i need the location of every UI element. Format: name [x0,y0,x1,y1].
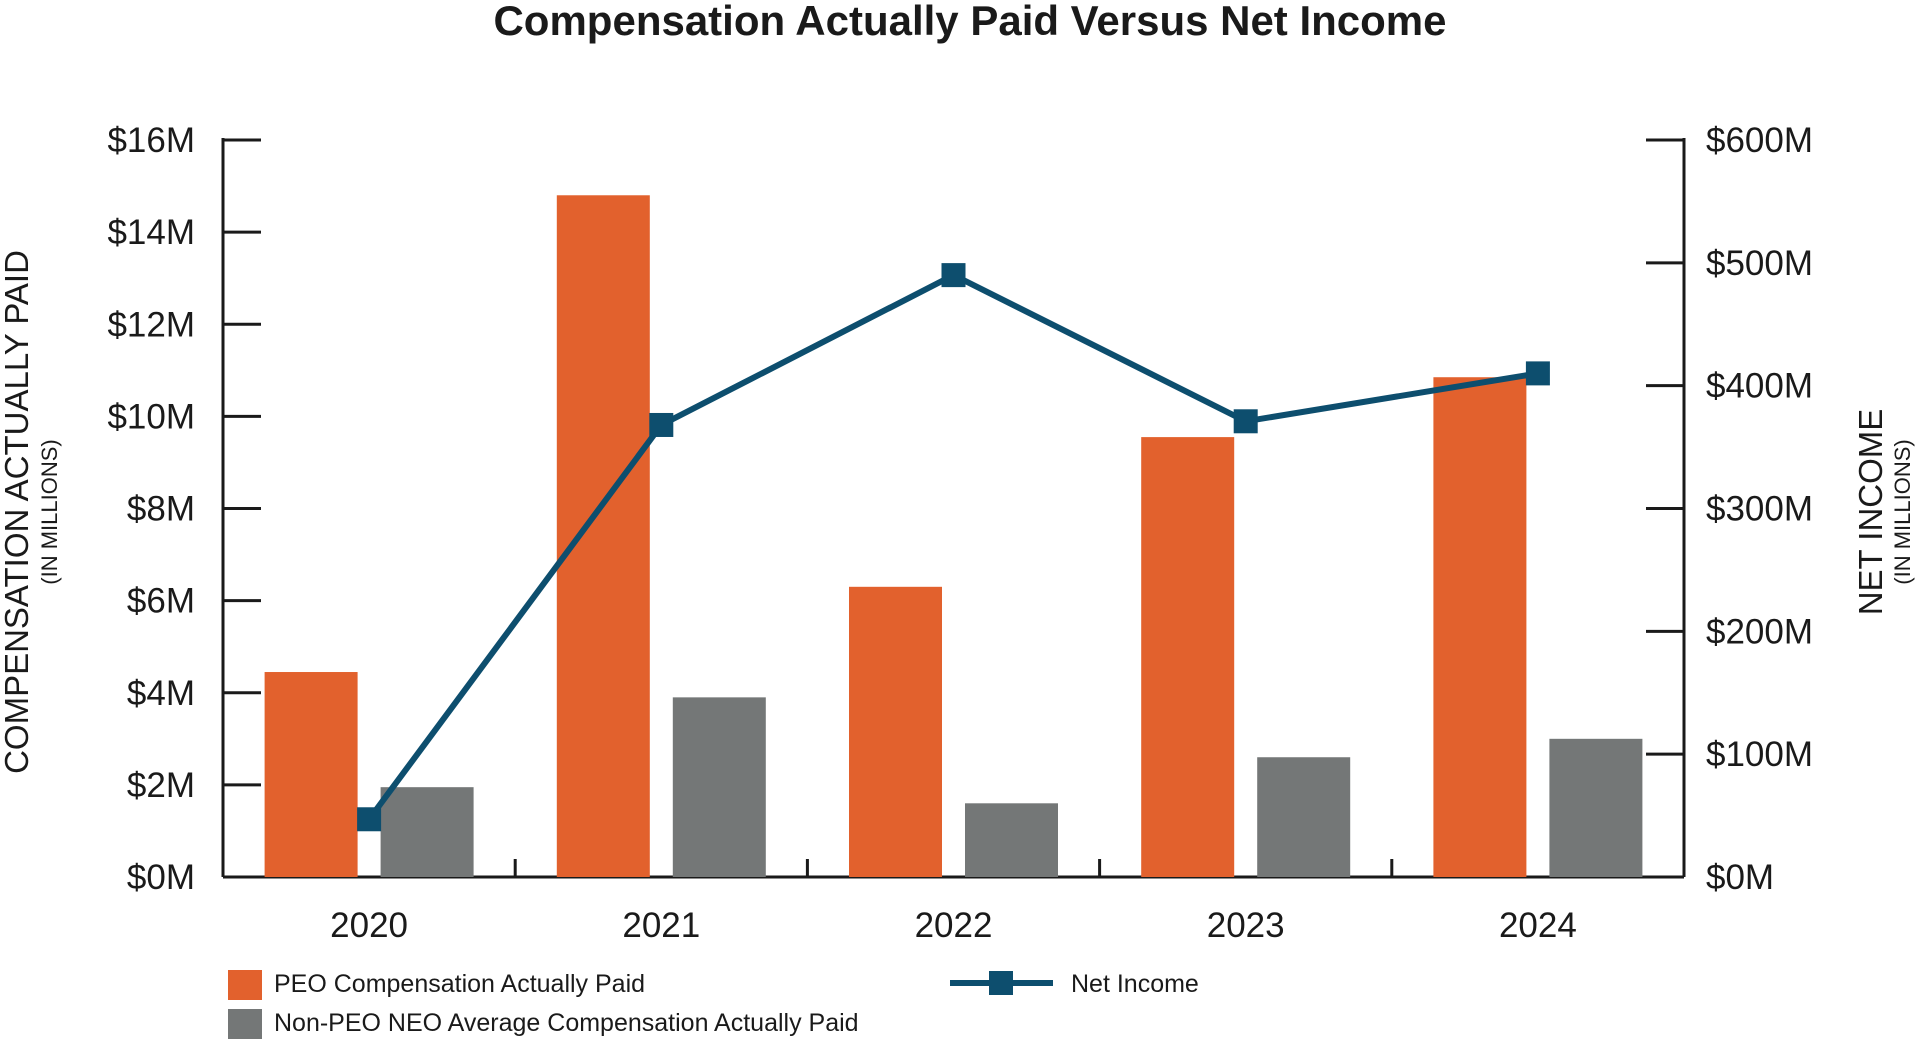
left-tick-label: $4M [127,674,195,713]
bar-non-peo-compensation [965,803,1058,877]
bar-non-peo-compensation [1257,757,1351,877]
right-tick-label: $100M [1706,735,1813,774]
net-income-marker [1233,409,1258,434]
x-tick-label: 2023 [1207,906,1285,945]
right-tick-label: $400M [1706,367,1813,406]
x-tick-label: 2024 [1499,906,1577,945]
legend: PEO Compensation Actually Paid Non-PEO N… [228,970,1199,1039]
bars-layer [264,195,1643,877]
bar-non-peo-compensation [1549,738,1643,877]
legend-swatch-non-peo [228,1009,262,1039]
bar-peo-compensation [264,672,358,877]
bar-non-peo-compensation [380,787,474,877]
net-income-marker [649,412,674,437]
right-tick-label: $500M [1706,244,1813,283]
right-tick-label: $0M [1706,858,1774,897]
net-income-marker [941,263,966,288]
left-axis-subtitle: (IN MILLIONS) [37,439,62,584]
legend-label-net-income: Net Income [1071,970,1199,998]
x-tick-label: 2020 [330,906,408,945]
line-layer [357,263,1550,832]
legend-swatch-peo [228,970,262,1000]
left-tick-label: $0M [127,858,195,897]
net-income-line [366,271,1539,822]
axes-layer: $0M $2M $4M $6M $8M $10M $12M $14M $16M $0M $100M $… [107,121,1813,945]
legend-marker-net-income [989,971,1013,995]
bar-peo-compensation [1433,377,1527,877]
right-tick-label: $600M [1706,121,1813,160]
net-income-marker [1525,361,1550,386]
left-tick-label: $14M [107,213,195,252]
left-tick-label: $8M [127,490,195,529]
left-tick-label: $2M [127,766,195,805]
bar-peo-compensation [556,195,650,877]
legend-label-non-peo: Non-PEO NEO Average Compensation Actuall… [274,1009,859,1037]
legend-label-peo: PEO Compensation Actually Paid [274,970,645,998]
bar-peo-compensation [849,586,942,877]
left-tick-label: $10M [107,397,195,436]
left-tick-label: $12M [107,305,195,344]
left-tick-label: $6M [127,582,195,621]
left-tick-label: $16M [107,121,195,160]
right-tick-label: $200M [1706,612,1813,651]
left-axis-title: COMPENSATION ACTUALLY PAID [0,250,35,774]
bar-non-peo-compensation [672,697,766,877]
right-axis-title: NET INCOME [1852,409,1889,616]
right-tick-label: $300M [1706,490,1813,529]
net-income-marker [357,807,382,832]
bar-peo-compensation [1141,437,1235,877]
right-axis-subtitle: (IN MILLIONS) [1890,439,1915,584]
x-tick-label: 2021 [622,906,700,945]
x-tick-label: 2022 [915,906,993,945]
chart-title: Compensation Actually Paid Versus Net In… [493,0,1446,44]
